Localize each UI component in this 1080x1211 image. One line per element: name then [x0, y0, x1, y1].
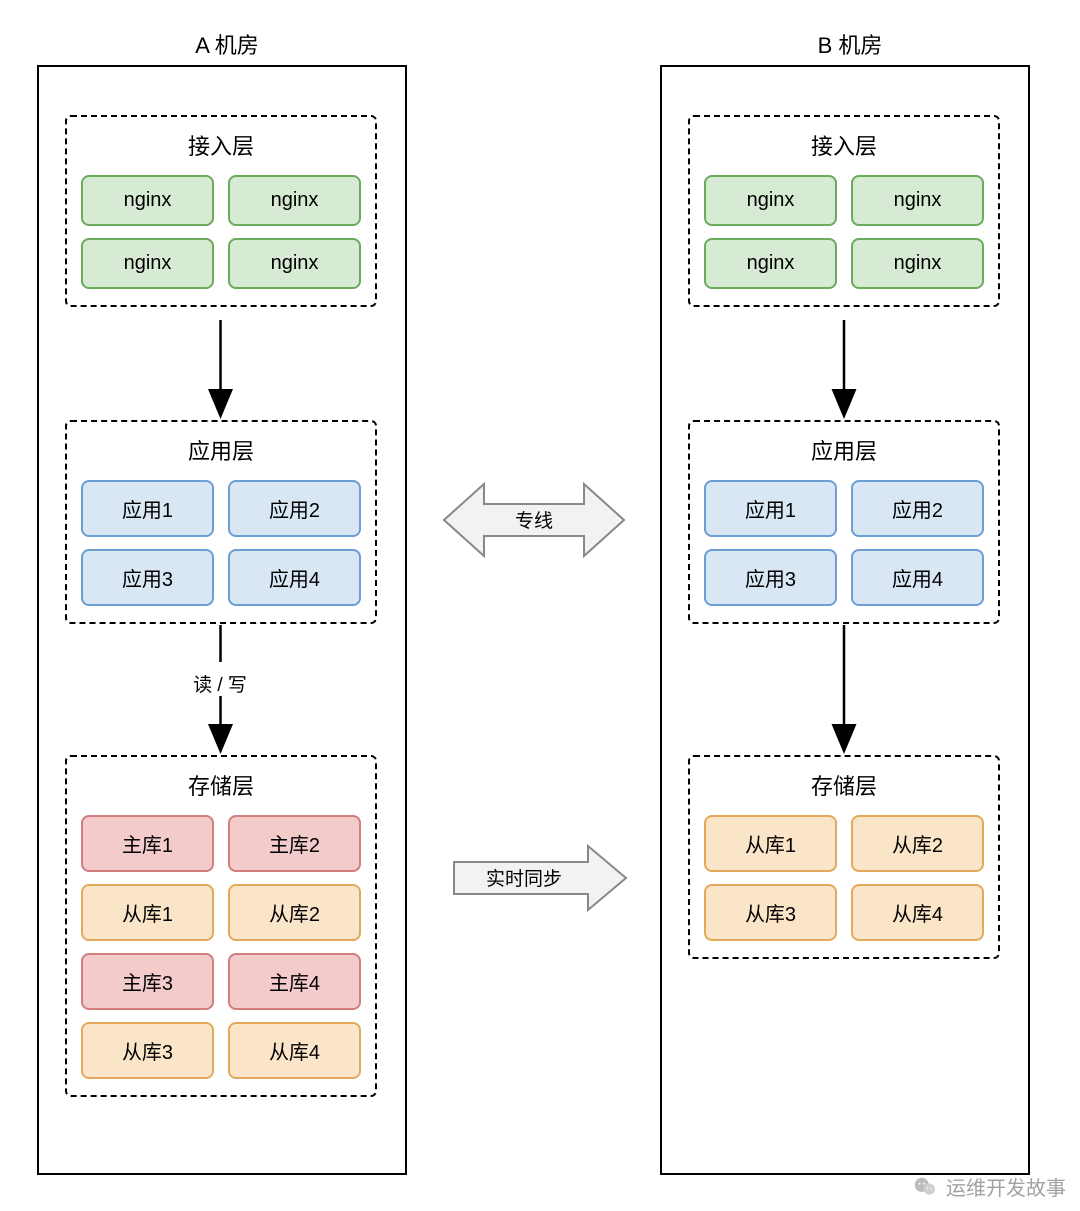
watermark: 运维开发故事 [912, 1172, 1066, 1201]
app-node: 应用2 [851, 480, 984, 537]
svg-text:专线: 专线 [515, 510, 553, 532]
node-grid: 主库1 主库2 从库1 从库2 主库3 主库4 从库3 从库4 [81, 815, 361, 1079]
dc-a-title: A 机房 [167, 28, 287, 60]
layer-title: 存储层 [704, 769, 984, 801]
db-node: 从库3 [81, 1022, 214, 1079]
nginx-node: nginx [851, 238, 984, 289]
dc-b-title: B 机房 [790, 28, 910, 60]
dc-b-app-layer: 应用层 应用1 应用2 应用3 应用4 [688, 420, 1000, 624]
app-node: 应用1 [704, 480, 837, 537]
watermark-text: 运维开发故事 [946, 1172, 1066, 1201]
dc-a-access-layer: 接入层 nginx nginx nginx nginx [65, 115, 377, 307]
nginx-node: nginx [81, 238, 214, 289]
app-node: 应用3 [81, 549, 214, 606]
db-node: 从库1 [81, 884, 214, 941]
nginx-node: nginx [228, 175, 361, 226]
layer-title: 应用层 [81, 434, 361, 466]
architecture-diagram: A 机房 B 机房 接入层 nginx nginx nginx nginx 应用… [0, 0, 1080, 1211]
dc-b-access-layer: 接入层 nginx nginx nginx nginx [688, 115, 1000, 307]
db-node: 从库4 [228, 1022, 361, 1079]
layer-title: 接入层 [81, 129, 361, 161]
nginx-node: nginx [81, 175, 214, 226]
node-grid: 应用1 应用2 应用3 应用4 [704, 480, 984, 606]
app-node: 应用4 [228, 549, 361, 606]
app-node: 应用4 [851, 549, 984, 606]
svg-text:实时同步: 实时同步 [486, 868, 562, 890]
nginx-node: nginx [851, 175, 984, 226]
dc-b-storage-layer: 存储层 从库1 从库2 从库3 从库4 [688, 755, 1000, 959]
node-grid: nginx nginx nginx nginx [81, 175, 361, 289]
wechat-icon [912, 1174, 938, 1200]
node-grid: 应用1 应用2 应用3 应用4 [81, 480, 361, 606]
node-grid: 从库1 从库2 从库3 从库4 [704, 815, 984, 941]
db-node: 从库2 [228, 884, 361, 941]
app-node: 应用2 [228, 480, 361, 537]
nginx-node: nginx [704, 175, 837, 226]
nginx-node: nginx [228, 238, 361, 289]
nginx-node: nginx [704, 238, 837, 289]
db-node: 从库2 [851, 815, 984, 872]
right-arrow-sync: 实时同步 [454, 846, 626, 910]
layer-title: 应用层 [704, 434, 984, 466]
db-node: 从库4 [851, 884, 984, 941]
layer-title: 接入层 [704, 129, 984, 161]
db-node: 从库1 [704, 815, 837, 872]
app-node: 应用1 [81, 480, 214, 537]
arrow-label-readwrite: 读 / 写 [160, 670, 280, 697]
db-node: 主库4 [228, 953, 361, 1010]
dc-a-storage-layer: 存储层 主库1 主库2 从库1 从库2 主库3 主库4 从库3 从库4 [65, 755, 377, 1097]
layer-title: 存储层 [81, 769, 361, 801]
db-node: 主库3 [81, 953, 214, 1010]
dc-a-app-layer: 应用层 应用1 应用2 应用3 应用4 [65, 420, 377, 624]
db-node: 主库2 [228, 815, 361, 872]
db-node: 从库3 [704, 884, 837, 941]
node-grid: nginx nginx nginx nginx [704, 175, 984, 289]
double-arrow-dedicated-line: 专线 [444, 484, 624, 556]
db-node: 主库1 [81, 815, 214, 872]
app-node: 应用3 [704, 549, 837, 606]
